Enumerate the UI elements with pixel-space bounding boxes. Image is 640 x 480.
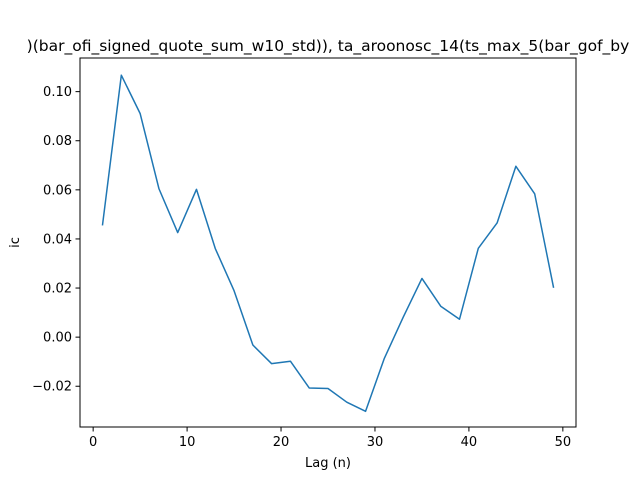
chart-title: )(bar_ofi_signed_quote_sum_w10_std)), ta…: [27, 37, 630, 56]
x-tick-label: 0: [89, 435, 97, 450]
y-tick-label: −0.02: [32, 380, 72, 395]
x-axis: 0 10 20 30 40 50: [89, 427, 571, 450]
y-axis: −0.02 0.00 0.02 0.04 0.06 0.08 0.10: [32, 85, 80, 395]
y-axis-label: ic: [8, 237, 23, 248]
x-tick-label: 40: [461, 435, 478, 450]
series-line-0: [101, 74, 555, 413]
y-tick-label: 0.06: [43, 183, 72, 198]
x-tick-label: 50: [555, 435, 572, 450]
y-tick-label: 0.00: [43, 331, 72, 346]
x-tick-label: 10: [179, 435, 196, 450]
y-tick-label: 0.10: [43, 85, 72, 100]
plot-frame: [79, 57, 577, 428]
y-tick-label: 0.04: [43, 232, 72, 247]
x-tick-label: 20: [273, 435, 290, 450]
x-tick-label: 30: [367, 435, 384, 450]
y-tick-label: 0.02: [43, 282, 72, 297]
x-axis-label: Lag (n): [305, 456, 351, 471]
plot-area: [80, 58, 576, 427]
y-tick-label: 0.08: [43, 134, 72, 149]
series-layer: [101, 74, 555, 413]
